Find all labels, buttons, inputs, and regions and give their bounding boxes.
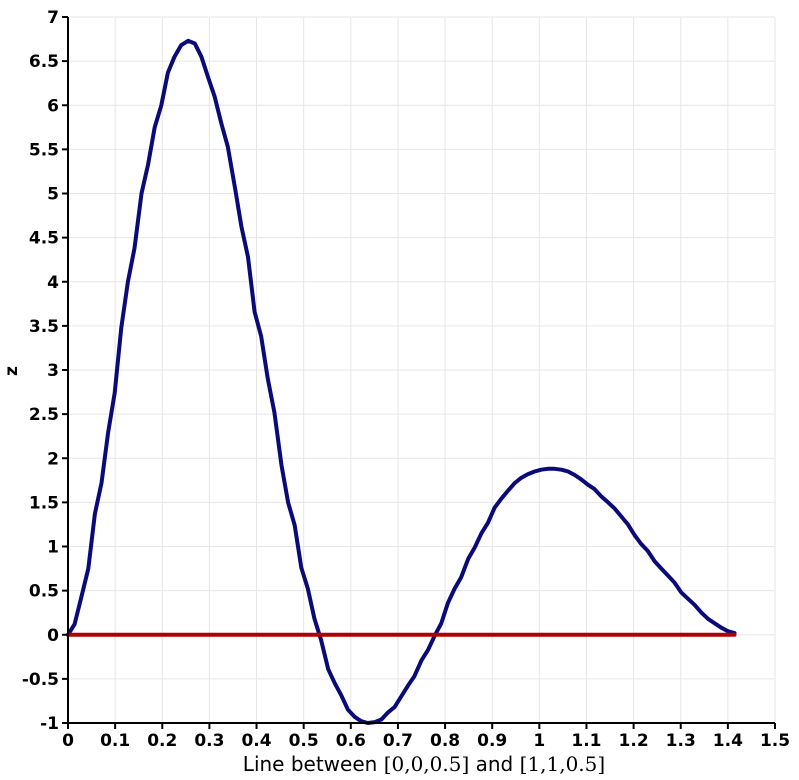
- x-tick-label: 0.6: [336, 731, 366, 751]
- y-tick-label: 2.5: [29, 405, 59, 425]
- y-axis-title: z: [2, 366, 22, 376]
- x-tick-label: 0.8: [430, 731, 460, 751]
- x-tick-label: 1.5: [760, 731, 790, 751]
- grid-lines: [67, 16, 776, 724]
- y-tick-labels: -1 -0.5 0 0.5 1 1.5 2 2.5 3 3.5 4 4.5 5 5.5 6 6.5 7: [22, 8, 59, 734]
- y-tick-label: 3.5: [29, 317, 59, 337]
- y-tick-label: 4: [47, 273, 59, 293]
- x-tick-labels: 0 0.1 0.2 0.3 0.4 0.5 0.6 0.7 0.8 0.9 1 1.1 1.2 1.3 1.…: [62, 731, 790, 751]
- x-tick-label: 0.7: [383, 731, 413, 751]
- y-tick-label: -1: [40, 714, 59, 734]
- x-tick-label: 0.4: [241, 731, 271, 751]
- x-tick-label: 1.3: [666, 731, 696, 751]
- y-tick-label: 7: [47, 8, 59, 28]
- series-layer: [66, 38, 737, 725]
- y-tick-label: 6: [47, 96, 59, 116]
- y-tick-label: 5: [47, 185, 59, 205]
- x-tick-label: 0.5: [289, 731, 319, 751]
- y-tick-label: 0: [47, 626, 59, 646]
- x-tick-label: 0.2: [147, 731, 177, 751]
- y-tick-label: -0.5: [22, 670, 59, 690]
- y-tick-label: 3: [47, 361, 59, 381]
- series-line-1: [66, 38, 737, 725]
- x-tick-label: 0: [62, 731, 74, 751]
- y-tick-label: 0.5: [29, 582, 59, 602]
- x-tick-label: 0.1: [100, 731, 130, 751]
- x-tick-label: 0.3: [194, 731, 224, 751]
- x-tick-label: 0.9: [477, 731, 507, 751]
- y-tick-label: 6.5: [29, 52, 59, 72]
- y-tick-label: 2: [47, 449, 59, 469]
- y-tick-label: 5.5: [29, 140, 59, 160]
- x-tick-label: 1: [533, 731, 545, 751]
- y-tick-label: 1: [47, 538, 59, 558]
- axes: [62, 16, 776, 729]
- x-tick-label: 1.2: [619, 731, 649, 751]
- x-tick-label: 1.1: [571, 731, 601, 751]
- x-axis-title: Line between [0,0,0.5] and [1,1,0.5]: [243, 752, 605, 776]
- y-tick-label: 4.5: [29, 229, 59, 249]
- x-tick-label: 1.4: [713, 731, 743, 751]
- y-tick-label: 1.5: [29, 493, 59, 513]
